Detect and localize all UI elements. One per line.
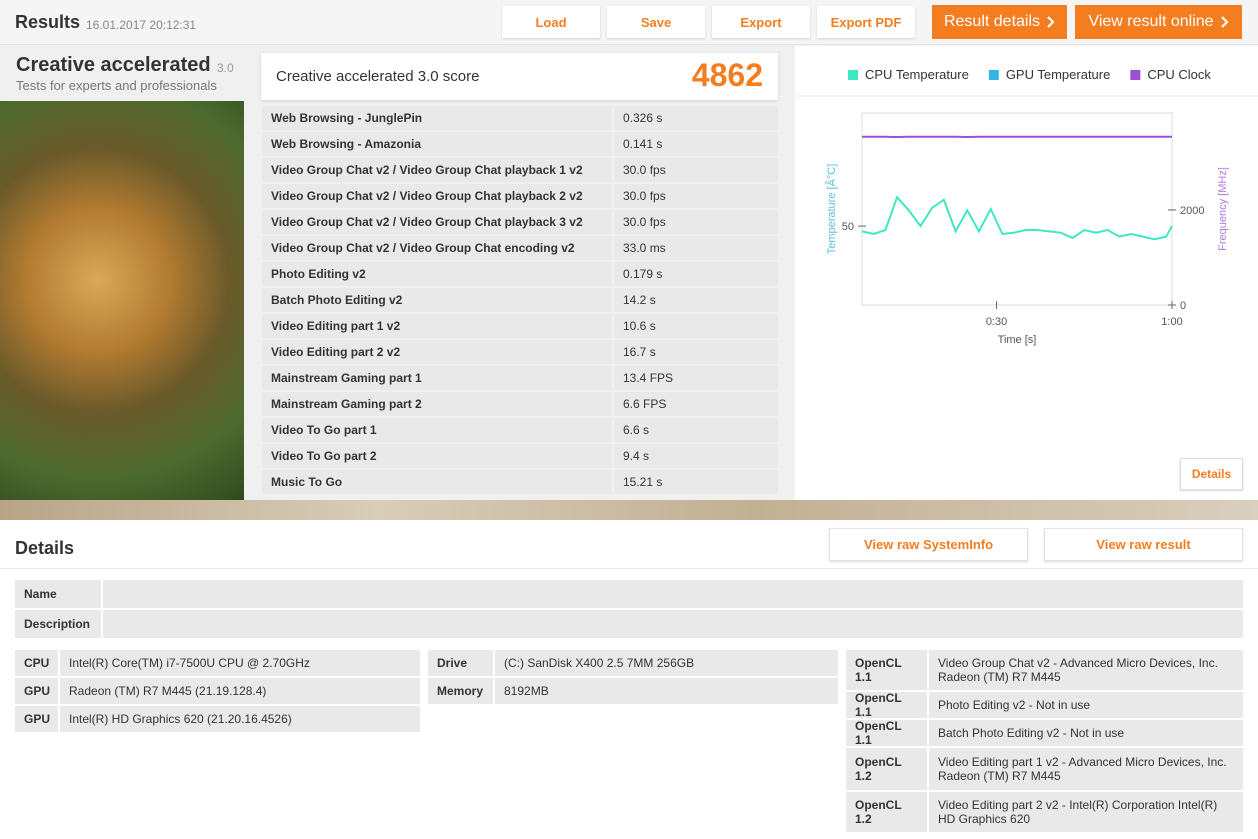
legend-label: CPU Clock bbox=[1147, 67, 1211, 82]
series-line bbox=[861, 195, 1173, 241]
test-name: Video Group Chat v2 / Video Group Chat p… bbox=[262, 158, 612, 182]
test-result: 16.7 s bbox=[614, 340, 778, 364]
details-button[interactable]: Details bbox=[1180, 458, 1243, 490]
score-card: Creative accelerated 3.0 score 4862 bbox=[261, 53, 778, 100]
benchmark-name: Creative accelerated bbox=[16, 54, 211, 76]
y2-tick-label: 0 bbox=[1180, 300, 1186, 312]
test-name: Video To Go part 2 bbox=[262, 444, 612, 468]
details-button[interactable]: View raw result bbox=[1044, 528, 1243, 561]
details-title: Details bbox=[15, 538, 75, 558]
benchmark-subtitle: Tests for experts and professionals bbox=[16, 78, 217, 93]
test-result: 15.21 s bbox=[614, 470, 778, 494]
chart-panel: 0:30 1:00 50 0 2000 Time [s] Temperature [Â°C]… bbox=[795, 46, 1258, 500]
legend-label: CPU Temperature bbox=[865, 67, 969, 82]
test-name: Video Group Chat v2 / Video Group Chat p… bbox=[262, 210, 612, 234]
x-tick-label: 1:00 bbox=[1161, 316, 1182, 328]
system-value: Intel(R) HD Graphics 620 (21.20.16.4526) bbox=[60, 706, 420, 732]
test-name: Video To Go part 1 bbox=[262, 418, 612, 442]
score-value: 4862 bbox=[691, 57, 763, 93]
test-result: 9.4 s bbox=[614, 444, 778, 468]
test-name: Video Editing part 2 v2 bbox=[262, 340, 612, 364]
info-label: Name bbox=[15, 580, 101, 608]
test-name: Video Group Chat v2 / Video Group Chat e… bbox=[262, 236, 612, 260]
test-name: Video Editing part 1 v2 bbox=[262, 314, 612, 338]
test-result: 30.0 fps bbox=[614, 158, 778, 182]
x-tick-label: 0:30 bbox=[986, 316, 1007, 328]
test-result: 10.6 s bbox=[614, 314, 778, 338]
test-name: Video Group Chat v2 / Video Group Chat p… bbox=[262, 184, 612, 208]
test-result: 6.6 s bbox=[614, 418, 778, 442]
system-value: Radeon (TM) R7 M445 (21.19.128.4) bbox=[60, 678, 420, 704]
details-button[interactable]: View raw SystemInfo bbox=[829, 528, 1028, 561]
test-name: Web Browsing - JunglePin bbox=[262, 106, 612, 130]
opencl-value: Batch Photo Editing v2 - Not in use bbox=[929, 720, 1243, 746]
test-name: Batch Photo Editing v2 bbox=[262, 288, 612, 312]
legend-swatch bbox=[848, 70, 858, 80]
x-axis-label: Time [s] bbox=[998, 334, 1037, 346]
test-name: Mainstream Gaming part 1 bbox=[262, 366, 612, 390]
opencl-label: OpenCL 1.1 bbox=[846, 719, 927, 747]
opencl-value: Video Editing part 2 v2 - Intel(R) Corpo… bbox=[929, 792, 1243, 832]
opencl-label: OpenCL 1.2 bbox=[846, 748, 927, 790]
benchmark-image bbox=[0, 101, 244, 500]
header-button[interactable]: Save bbox=[607, 6, 705, 38]
system-label: CPU bbox=[15, 650, 58, 676]
header-button[interactable]: Export PDF bbox=[817, 6, 915, 38]
primary-button[interactable]: View result online bbox=[1075, 5, 1242, 39]
test-name: Music To Go bbox=[262, 470, 612, 494]
storage-value: (C:) SanDisk X400 2.5 7MM 256GB bbox=[495, 650, 838, 676]
test-result: 33.0 ms bbox=[614, 236, 778, 260]
test-result: 6.6 FPS bbox=[614, 392, 778, 416]
details-panel: Details View raw SystemInfo View raw resu… bbox=[0, 520, 1258, 839]
opencl-value: Video Editing part 1 v2 - Advanced Micro… bbox=[929, 748, 1243, 790]
test-name: Mainstream Gaming part 2 bbox=[262, 392, 612, 416]
legend-label: GPU Temperature bbox=[1006, 67, 1111, 82]
chevron bbox=[1220, 16, 1229, 28]
primary-button[interactable]: Result details bbox=[932, 5, 1067, 39]
button-label: Result details bbox=[943, 13, 1041, 30]
storage-value: 8192MB bbox=[495, 678, 838, 704]
chevron bbox=[1047, 16, 1055, 28]
chart: 0:30 1:00 50 0 2000 Time [s] Temperature [Â°C]… bbox=[795, 67, 1258, 346]
info-value bbox=[103, 610, 1243, 638]
test-name: Photo Editing v2 bbox=[262, 262, 612, 286]
test-result: 30.0 fps bbox=[614, 210, 778, 234]
test-result: 14.2 s bbox=[614, 288, 778, 312]
opencl-label: OpenCL 1.1 bbox=[846, 691, 927, 719]
plot-frame bbox=[861, 112, 1173, 306]
header-button[interactable]: Load bbox=[502, 6, 600, 38]
info-value bbox=[103, 580, 1243, 608]
opencl-label: OpenCL 1.2 bbox=[846, 792, 927, 832]
info-label: Description bbox=[15, 610, 101, 638]
legend-swatch bbox=[1130, 70, 1141, 80]
test-name: Web Browsing - Amazonia bbox=[262, 132, 612, 156]
storage-label: Drive bbox=[428, 650, 493, 676]
system-label: GPU bbox=[15, 706, 58, 732]
opencl-value: Photo Editing v2 - Not in use bbox=[929, 692, 1243, 718]
benchmark-version: 3.0 bbox=[217, 61, 234, 75]
legend-swatch bbox=[988, 70, 999, 80]
y-axis-label: Temperature [Â°C] bbox=[825, 164, 838, 255]
score-label: Creative accelerated 3.0 score bbox=[276, 68, 480, 85]
system-label: GPU bbox=[15, 678, 58, 704]
opencl-label: OpenCL 1.1 bbox=[846, 650, 927, 690]
test-result: 13.4 FPS bbox=[614, 366, 778, 390]
header-button[interactable]: Export bbox=[712, 6, 810, 38]
system-value: Intel(R) Core(TM) i7-7500U CPU @ 2.70GHz bbox=[60, 650, 420, 676]
page-title: Results bbox=[15, 12, 81, 32]
y-tick-label: 50 bbox=[842, 221, 854, 233]
y2-tick-label: 2000 bbox=[1180, 205, 1204, 217]
test-result: 0.141 s bbox=[614, 132, 778, 156]
texture-strip bbox=[0, 500, 1258, 520]
button-label: View result online bbox=[1088, 13, 1214, 30]
test-result: 30.0 fps bbox=[614, 184, 778, 208]
date: 16.01.2017 20:12:31 bbox=[86, 18, 197, 32]
test-result: 0.179 s bbox=[614, 262, 778, 286]
test-result: 0.326 s bbox=[614, 106, 778, 130]
opencl-value: Video Group Chat v2 - Advanced Micro Dev… bbox=[929, 650, 1243, 690]
y2-axis-label: Frequency [MHz] bbox=[1217, 167, 1229, 251]
divider bbox=[0, 568, 1258, 569]
storage-label: Memory bbox=[428, 678, 493, 704]
